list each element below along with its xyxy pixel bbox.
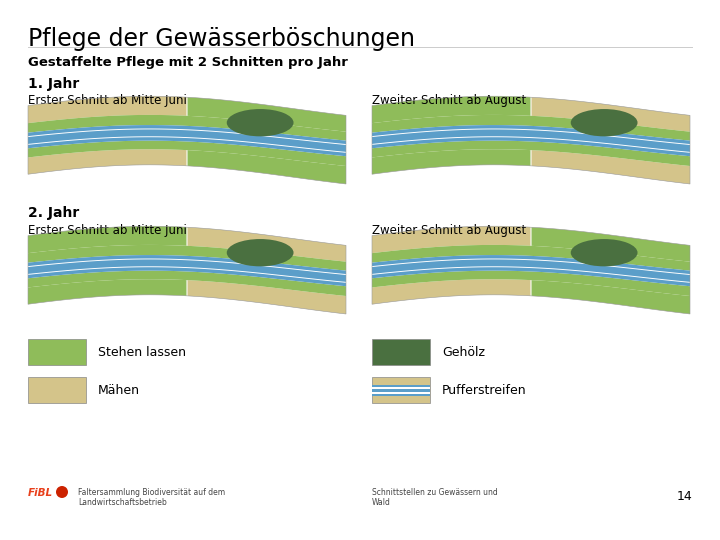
Polygon shape [372,255,690,286]
Polygon shape [372,129,690,145]
Polygon shape [28,96,186,123]
Polygon shape [531,227,690,262]
Polygon shape [28,266,346,283]
Polygon shape [187,227,346,262]
Text: Zweiter Schnitt ab August: Zweiter Schnitt ab August [372,94,526,107]
Polygon shape [28,259,346,275]
Polygon shape [372,271,690,296]
Polygon shape [372,245,690,271]
Bar [372,377,430,403]
Polygon shape [187,97,346,132]
Text: FiBL: FiBL [28,488,53,498]
Polygon shape [28,149,186,174]
Polygon shape [372,115,690,140]
Text: 1. Jahr: 1. Jahr [28,77,79,91]
Polygon shape [28,140,346,166]
Polygon shape [28,125,346,156]
Polygon shape [28,279,186,304]
Polygon shape [372,259,690,275]
Text: Schnittstellen zu Gewässern und
Wald: Schnittstellen zu Gewässern und Wald [372,488,498,508]
Bar [372,387,430,389]
Polygon shape [28,255,346,286]
Ellipse shape [227,239,294,266]
Text: Gehölz: Gehölz [442,346,485,359]
Ellipse shape [571,239,637,266]
Polygon shape [187,150,346,184]
Text: Gestaffelte Pflege mit 2 Schnitten pro Jahr: Gestaffelte Pflege mit 2 Schnitten pro J… [28,56,348,69]
Polygon shape [187,280,346,314]
Ellipse shape [571,109,637,136]
Polygon shape [28,129,346,145]
Bar [372,339,430,365]
Text: Stehen lassen: Stehen lassen [98,346,186,359]
Text: Zweiter Schnitt ab August: Zweiter Schnitt ab August [372,224,526,237]
Text: Erster Schnitt ab Mitte Juni: Erster Schnitt ab Mitte Juni [28,94,187,107]
Text: Pflege der Gewässerböschungen: Pflege der Gewässerböschungen [28,27,415,51]
Bar [372,392,430,394]
Polygon shape [28,245,346,271]
Text: Pufferstreifen: Pufferstreifen [442,383,526,396]
Text: 14: 14 [676,490,692,503]
Polygon shape [28,226,186,253]
Bar [28,377,86,403]
Bar [28,339,86,365]
Text: 2. Jahr: 2. Jahr [28,206,79,220]
Bar [372,385,430,396]
Polygon shape [372,136,690,153]
Polygon shape [372,140,690,166]
Ellipse shape [227,109,294,136]
Polygon shape [28,271,346,296]
Polygon shape [372,226,531,253]
Polygon shape [28,115,346,140]
Text: Faltersammlung Biodiversität auf dem
Landwirtschaftsbetrieb: Faltersammlung Biodiversität auf dem Lan… [78,488,225,508]
Polygon shape [372,125,690,156]
Polygon shape [531,150,690,184]
Text: Mähen: Mähen [98,383,140,396]
Polygon shape [531,97,690,132]
Polygon shape [372,96,531,123]
Polygon shape [372,279,531,304]
Polygon shape [28,136,346,153]
Text: Erster Schnitt ab Mitte Juni: Erster Schnitt ab Mitte Juni [28,224,187,237]
Polygon shape [372,266,690,283]
Polygon shape [531,280,690,314]
Polygon shape [372,149,531,174]
Circle shape [56,486,68,498]
